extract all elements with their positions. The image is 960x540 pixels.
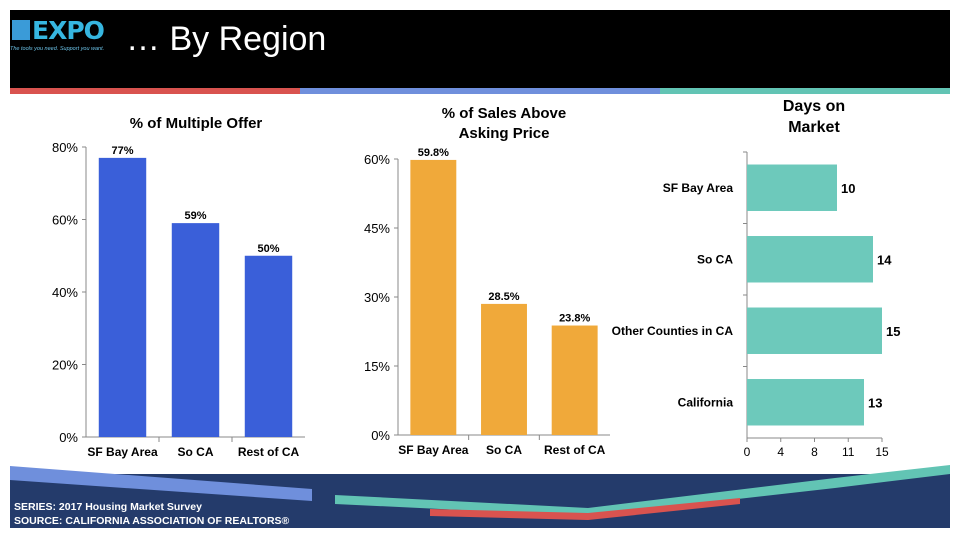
y-tick-label: 0%	[59, 430, 78, 445]
y-tick-label: California	[678, 395, 734, 409]
chart-multiple-offer: % of Multiple Offer 0% 20% 40% 60% 80% 77% SF B…	[52, 115, 305, 459]
bar	[98, 157, 147, 437]
chart-sales-above-asking: % of Sales Above Asking Price 0% 15% 30% 45% 6…	[364, 105, 610, 457]
data-label: 28.5%	[488, 291, 519, 303]
y-tick-label: So CA	[697, 252, 733, 266]
y-tick-label: 20%	[52, 358, 78, 373]
x-tick-label: So CA	[486, 443, 522, 457]
bar	[481, 303, 527, 435]
x-tick-label: Rest of CA	[544, 443, 606, 457]
stripe-teal	[660, 88, 950, 94]
x-tick-label: So CA	[178, 445, 214, 459]
header-bar	[10, 10, 950, 88]
y-tick-label: 30%	[364, 290, 390, 305]
data-label: 15	[886, 324, 900, 339]
chart-title: Days on	[783, 98, 845, 115]
chart-days-on-market: Days on Market 0 4 8 11 15 10 SF Bay Area 14 So CA…	[612, 98, 901, 459]
expo-logo: EXPO The tools you need. Support you wan…	[10, 16, 110, 64]
bar	[747, 164, 837, 211]
x-tick-label: 8	[811, 445, 818, 459]
bar	[410, 159, 457, 436]
logo-text: EXPO	[32, 16, 105, 45]
y-tick-label: Other Counties in CA	[612, 324, 734, 338]
data-label: 59%	[184, 210, 206, 222]
logo-tagline: The tools you need. Support you want.	[10, 46, 105, 52]
bar	[747, 379, 864, 426]
data-label: 14	[877, 252, 892, 267]
data-label: 23.8%	[559, 313, 590, 325]
data-label: 13	[868, 395, 882, 410]
data-label: 59.8%	[418, 147, 449, 159]
footer-series: SERIES: 2017 Housing Market Survey	[14, 501, 202, 513]
data-label: 10	[841, 181, 855, 196]
x-tick-label: 15	[875, 445, 889, 459]
y-tick-label: 15%	[364, 359, 390, 374]
chart-title: Asking Price	[459, 125, 550, 142]
data-label: 77%	[111, 145, 133, 157]
y-tick-label: SF Bay Area	[663, 181, 734, 195]
x-tick-label: 11	[842, 445, 855, 459]
logo-mark	[12, 20, 30, 40]
bar	[171, 223, 220, 437]
bar	[747, 236, 873, 283]
y-tick-label: 45%	[364, 221, 390, 236]
chart-title: Market	[788, 119, 840, 136]
bar	[244, 255, 293, 437]
footer-source: SOURCE: CALIFORNIA ASSOCIATION OF REALTO…	[14, 515, 290, 527]
x-tick-label: SF Bay Area	[398, 443, 469, 457]
stripe-blue	[300, 88, 660, 94]
y-tick-label: 0%	[371, 428, 390, 443]
stripe-red	[10, 88, 300, 94]
y-tick-label: 80%	[52, 140, 78, 155]
y-tick-label: 40%	[52, 285, 78, 300]
y-tick-label: 60%	[364, 152, 390, 167]
y-tick-label: 60%	[52, 213, 78, 228]
data-label: 50%	[257, 243, 279, 255]
bar	[551, 325, 598, 435]
chart-title: % of Multiple Offer	[130, 115, 263, 132]
x-tick-label: 0	[744, 445, 751, 459]
bar	[747, 307, 882, 354]
page-title: … By Region	[126, 20, 327, 58]
x-tick-label: SF Bay Area	[87, 445, 158, 459]
x-tick-label: 4	[777, 445, 784, 459]
x-tick-label: Rest of CA	[238, 445, 300, 459]
footer-decoration	[10, 465, 950, 528]
chart-title: % of Sales Above	[442, 105, 566, 122]
